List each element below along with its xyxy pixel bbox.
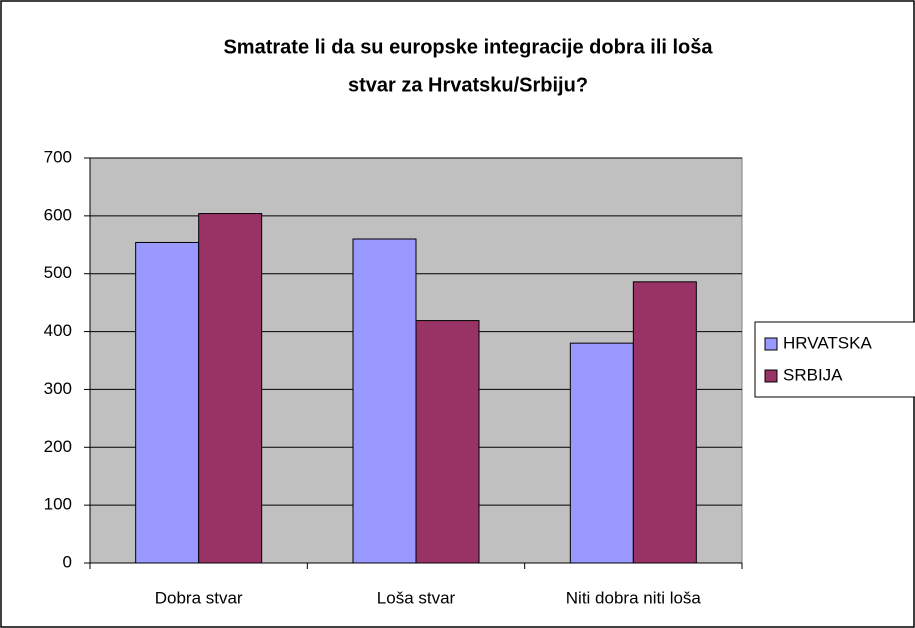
chart-title: Smatrate li da su europske integracije d… — [223, 36, 713, 58]
y-tick-label: 600 — [44, 205, 72, 224]
y-tick-label: 200 — [44, 437, 72, 456]
legend-label: SRBIJA — [783, 365, 843, 384]
bar — [198, 213, 263, 564]
y-tick-label: 0 — [63, 552, 72, 571]
bar — [415, 320, 480, 564]
x-tick-label: Dobra stvar — [155, 588, 243, 607]
legend-label: HRVATSKA — [783, 333, 872, 352]
legend-swatch — [764, 337, 778, 351]
y-tick-label: 500 — [44, 263, 72, 282]
y-tick-label: 100 — [44, 495, 72, 514]
bar — [352, 238, 417, 564]
bar — [632, 281, 697, 564]
legend-swatch — [764, 369, 778, 383]
y-tick-label: 400 — [44, 321, 72, 340]
x-tick-label: Loša stvar — [377, 588, 456, 607]
legend-box — [754, 321, 915, 398]
bar — [569, 342, 634, 564]
y-tick-label: 700 — [44, 147, 72, 166]
chart-title: stvar za Hrvatsku/Srbiju? — [348, 74, 588, 96]
x-tick-label: Niti dobra niti loša — [566, 588, 702, 607]
bar — [135, 241, 200, 564]
y-tick-label: 300 — [44, 379, 72, 398]
